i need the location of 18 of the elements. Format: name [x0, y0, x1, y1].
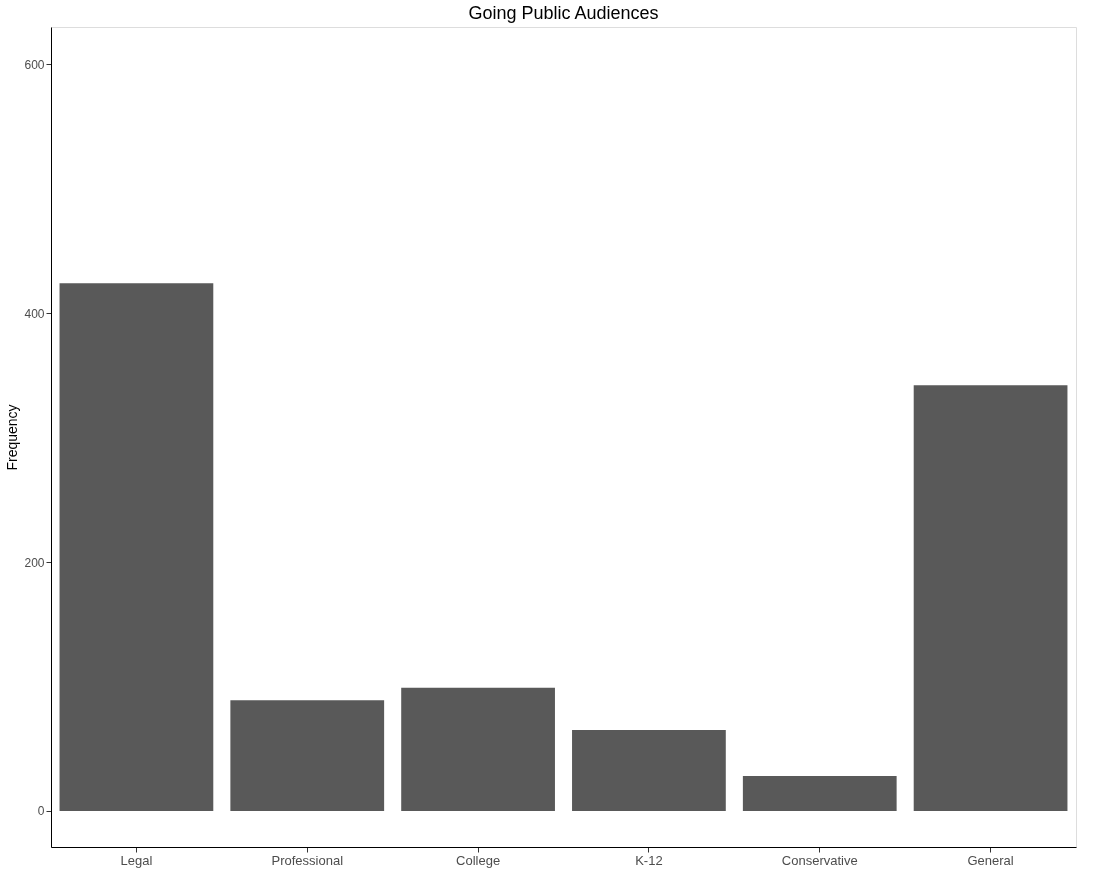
bar [572, 730, 726, 811]
y-tick-label: 0 [37, 804, 45, 819]
x-tick-label: College [456, 852, 501, 868]
bar [742, 776, 897, 811]
x-tick-label: Conservative [781, 852, 858, 868]
bar [913, 385, 1068, 811]
bar [59, 283, 214, 811]
x-tick-label: Professional [271, 852, 344, 868]
x-tick-label: General [967, 852, 1014, 868]
y-tick-label: 400 [24, 306, 45, 321]
x-tick-label: Legal [120, 852, 153, 868]
y-tick-label: 600 [24, 57, 45, 72]
x-tick-label: K-12 [635, 852, 663, 868]
bar [401, 687, 555, 811]
y-tick-label: 200 [24, 555, 45, 570]
bar [230, 700, 385, 811]
y-axis-title: Frequency [4, 404, 21, 471]
chart-title: Going Public Audiences [468, 3, 659, 23]
